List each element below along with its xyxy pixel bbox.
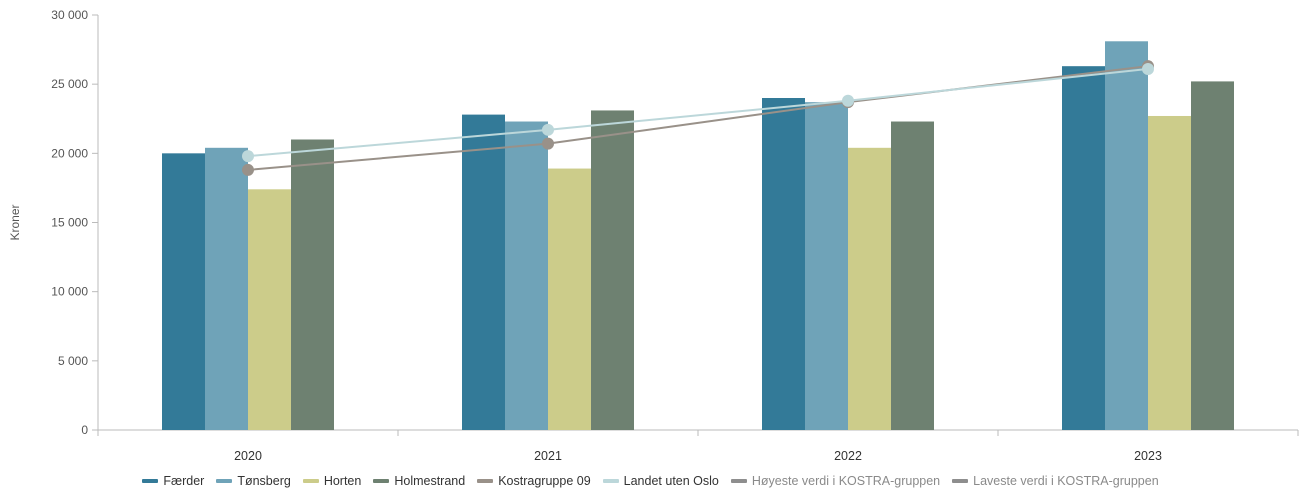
bar-horten-2022[interactable] (848, 147, 891, 431)
legend-label: Færder (163, 474, 205, 488)
y-tick-label: 25 000 (51, 77, 88, 91)
legend-item[interactable]: Horten (302, 474, 362, 488)
legend: Færder Tønsberg Horten Holmestrand Kostragru… (0, 474, 1301, 488)
bar-horten-2021[interactable] (548, 168, 591, 431)
point-landet-uten-oslo-2021[interactable] (542, 123, 554, 136)
x-tick-label: 2023 (1134, 449, 1162, 463)
legend-swatch (302, 479, 319, 483)
line-kostragruppe-09 (247, 65, 1149, 171)
y-axis-title: Kroner (8, 204, 22, 240)
bar-holmestrand-2020[interactable] (291, 139, 334, 431)
legend-swatch (730, 479, 747, 483)
bar-horten-2023[interactable] (1148, 115, 1191, 430)
legend-swatch (216, 479, 233, 483)
legend-item[interactable]: Laveste verdi i KOSTRA-gruppen (952, 474, 1159, 488)
legend-label: Horten (323, 474, 362, 488)
bar-f-rder-2023[interactable] (1062, 66, 1105, 430)
y-tick-label: 10 000 (51, 285, 88, 299)
legend-item[interactable]: Tønsberg (216, 474, 291, 488)
legend-label: Kostragruppe 09 (498, 474, 591, 488)
point-landet-uten-oslo-2023[interactable] (1142, 62, 1154, 75)
legend-swatch (477, 479, 494, 483)
legend-label: Landet uten Oslo (623, 474, 719, 488)
line-landet-uten-oslo (247, 67, 1149, 158)
bar-t-nsberg-2020[interactable] (205, 147, 248, 431)
bar-horten-2020[interactable] (248, 189, 291, 430)
bar-t-nsberg-2021[interactable] (505, 121, 548, 431)
bar-f-rder-2021[interactable] (462, 114, 505, 430)
legend-item[interactable]: Landet uten Oslo (602, 474, 719, 488)
y-tick-label: 15 000 (51, 216, 88, 230)
lines (242, 60, 1154, 176)
bar-holmestrand-2023[interactable] (1191, 81, 1234, 431)
bar-holmestrand-2021[interactable] (591, 110, 634, 430)
legend-swatch (373, 479, 390, 483)
legend-swatch (602, 479, 619, 483)
legend-swatch (952, 479, 969, 483)
point-landet-uten-oslo-2022[interactable] (842, 94, 854, 107)
legend-swatch (142, 479, 159, 483)
bar-t-nsberg-2022[interactable] (805, 102, 848, 431)
legend-label: Tønsberg (237, 474, 291, 488)
point-landet-uten-oslo-2020[interactable] (242, 150, 254, 163)
legend-label: Holmestrand (394, 474, 466, 488)
legend-label: Høyeste verdi i KOSTRA-gruppen (751, 474, 941, 488)
y-tick-label: 0 (81, 423, 88, 437)
bar-f-rder-2020[interactable] (162, 153, 205, 431)
legend-label: Laveste verdi i KOSTRA-gruppen (973, 474, 1159, 488)
x-axis: 2020 2021 2022 2023 (97, 429, 1299, 463)
x-tick-label: 2022 (834, 449, 862, 463)
y-axis: 0 5 000 10 000 15 000 20 000 25 000 30 000 (51, 8, 99, 437)
legend-item[interactable]: Høyeste verdi i KOSTRA-gruppen (730, 474, 941, 488)
bar-t-nsberg-2023[interactable] (1105, 41, 1148, 431)
legend-item[interactable]: Kostragruppe 09 (477, 474, 591, 488)
legend-item[interactable]: Holmestrand (373, 474, 465, 488)
y-tick-label: 30 000 (51, 8, 88, 22)
x-tick-label: 2020 (234, 449, 262, 463)
y-tick-label: 5 000 (58, 354, 88, 368)
bar-holmestrand-2022[interactable] (891, 121, 934, 431)
legend-item[interactable]: Færder (142, 474, 204, 488)
bar-f-rder-2022[interactable] (762, 98, 805, 430)
point-kostragruppe-09-2021[interactable] (542, 137, 554, 150)
chart: 0 5 000 10 000 15 000 20 000 25 000 30 000 202… (8, 8, 1299, 463)
point-kostragruppe-09-2020[interactable] (242, 163, 254, 176)
x-tick-label: 2021 (534, 449, 562, 463)
bars (162, 41, 1234, 431)
y-tick-label: 20 000 (51, 146, 88, 160)
